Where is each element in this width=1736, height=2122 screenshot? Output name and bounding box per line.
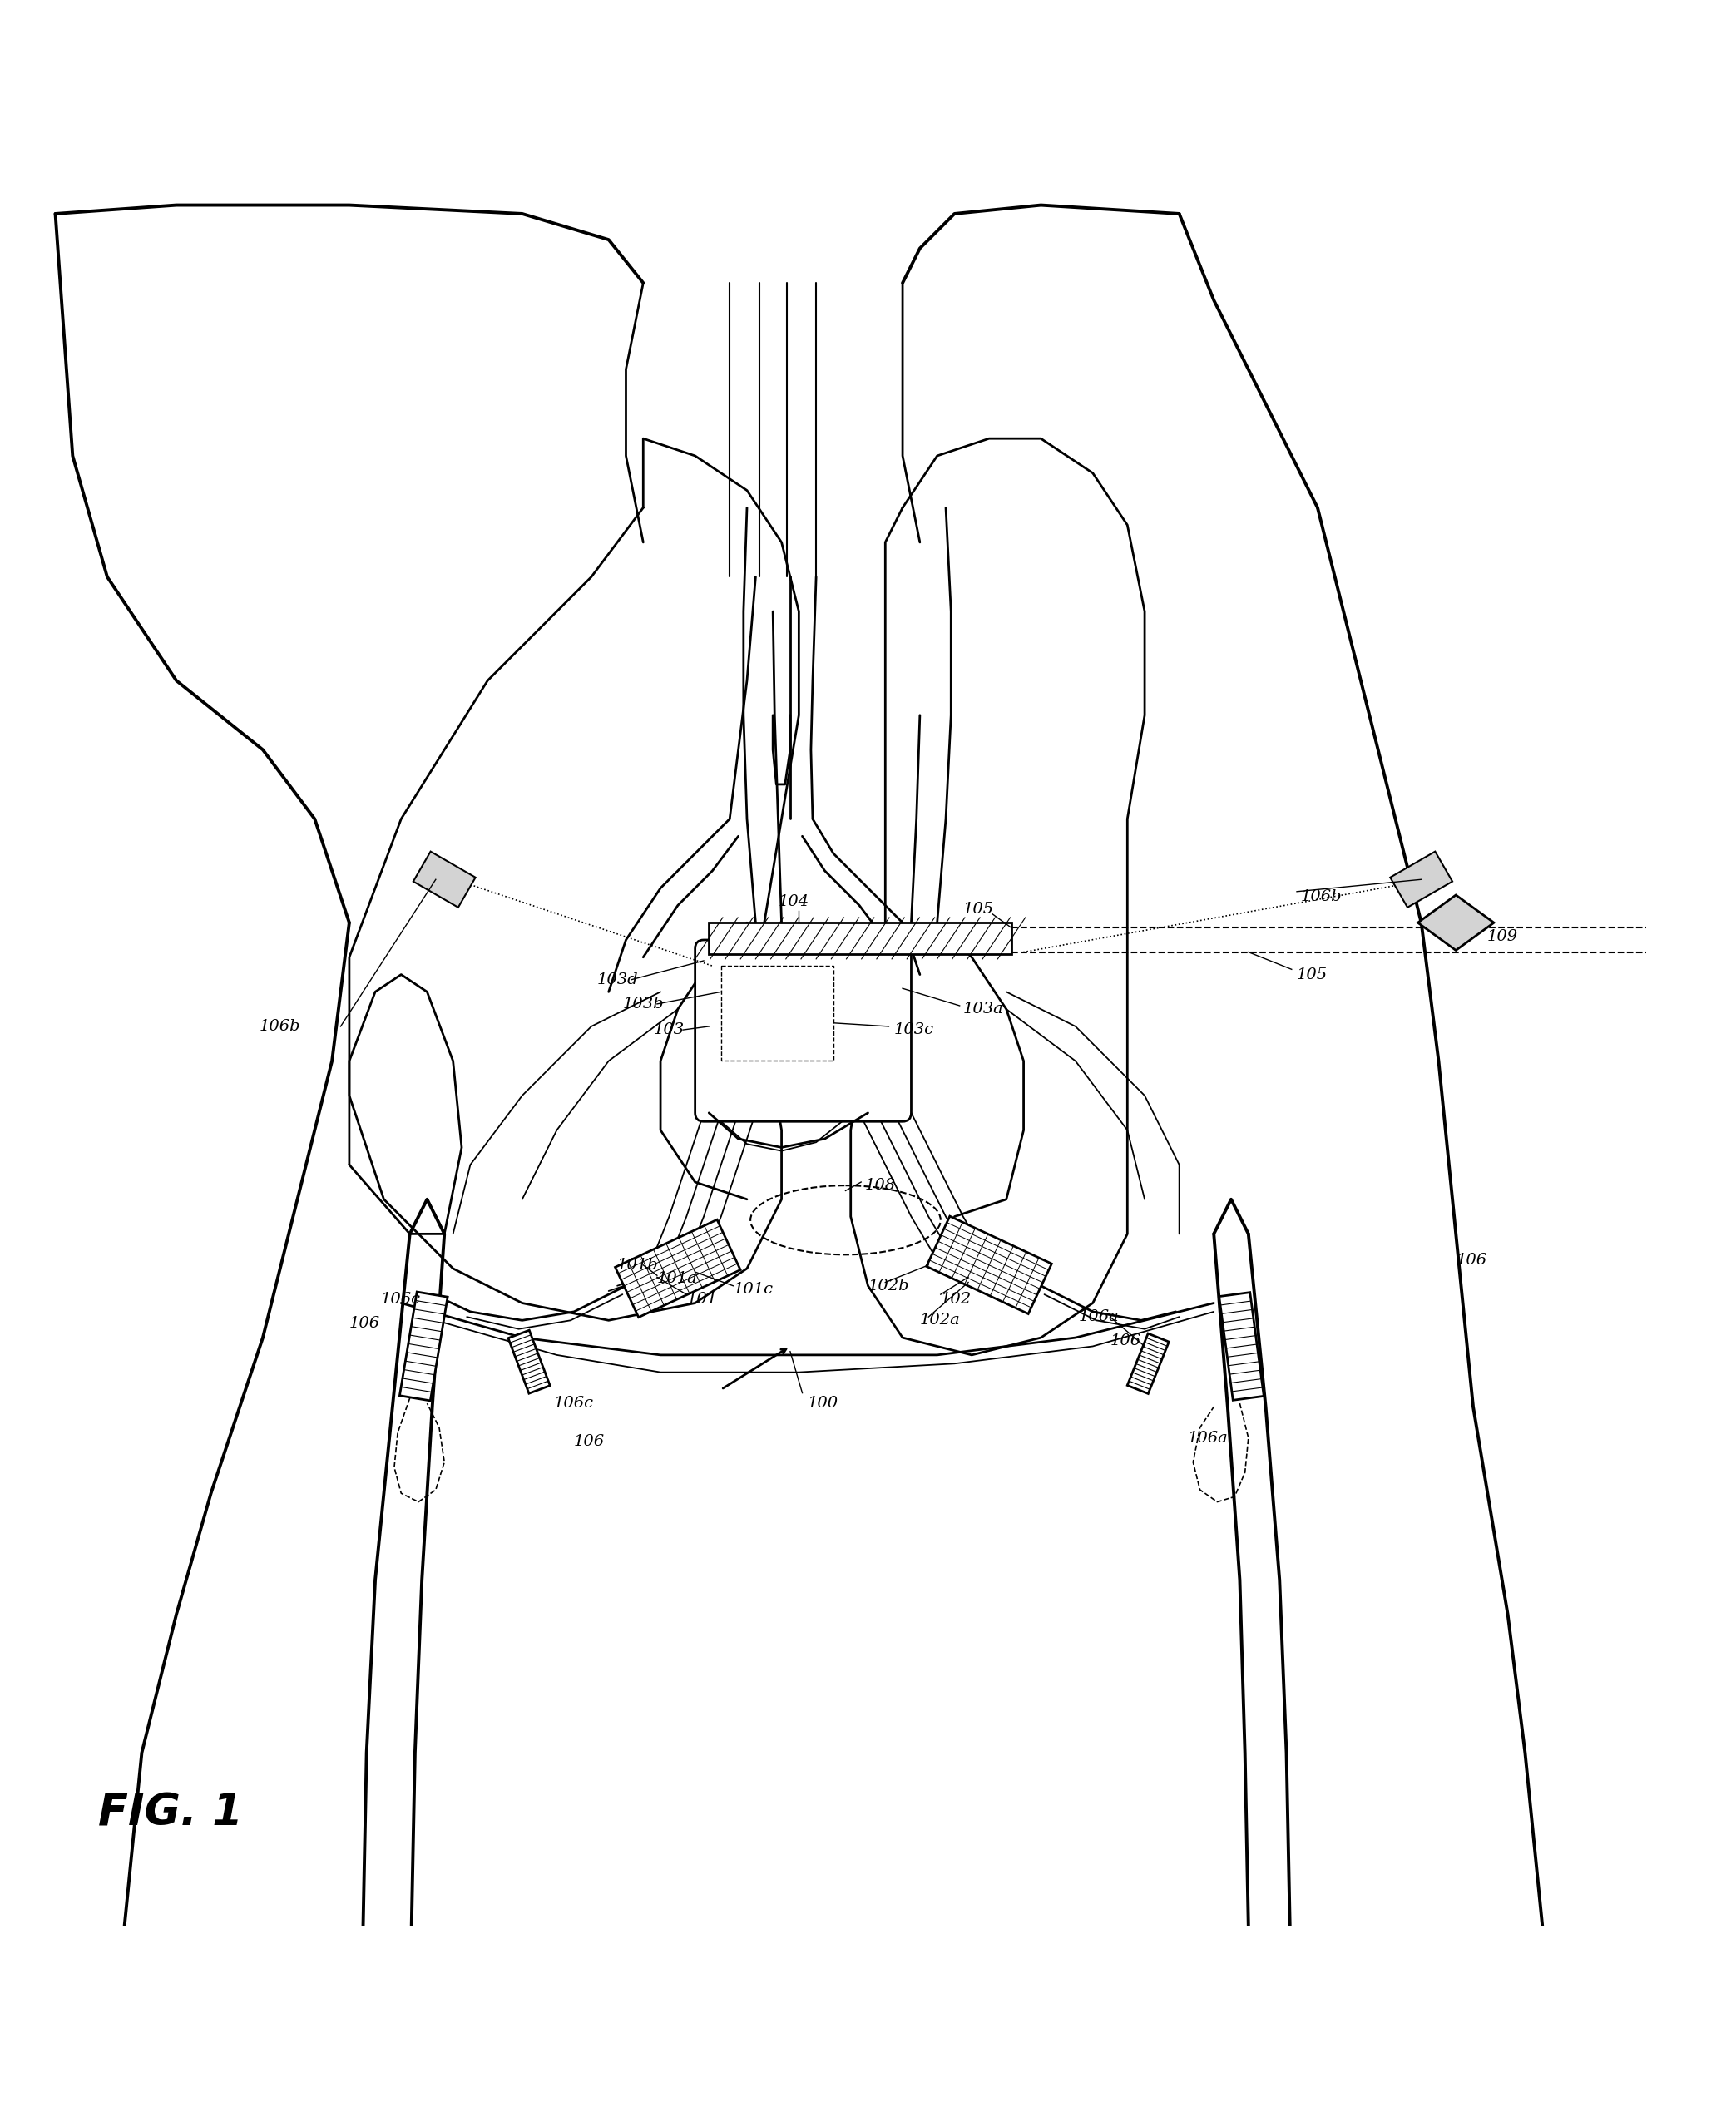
Text: 105: 105 <box>963 902 995 917</box>
Polygon shape <box>615 1220 741 1318</box>
Text: 106: 106 <box>1109 1333 1141 1350</box>
Polygon shape <box>1127 1333 1168 1394</box>
Polygon shape <box>1418 895 1495 951</box>
Text: 106b: 106b <box>259 1019 300 1033</box>
Text: 108: 108 <box>865 1178 896 1193</box>
Text: 102a: 102a <box>920 1314 960 1328</box>
Polygon shape <box>927 1216 1052 1314</box>
FancyBboxPatch shape <box>694 940 911 1123</box>
Text: 106b: 106b <box>1300 889 1342 904</box>
Polygon shape <box>413 851 476 908</box>
Bar <box>720 966 833 1061</box>
Text: 104: 104 <box>778 895 809 910</box>
Text: 103d: 103d <box>597 972 637 987</box>
Text: 103a: 103a <box>963 1002 1003 1016</box>
Text: 106c: 106c <box>380 1292 420 1307</box>
Text: 103c: 103c <box>894 1023 934 1038</box>
Polygon shape <box>1219 1292 1264 1401</box>
Text: 106a: 106a <box>1187 1430 1229 1445</box>
Text: 103b: 103b <box>623 997 663 1012</box>
Text: 102: 102 <box>941 1292 972 1307</box>
Text: 109: 109 <box>1488 929 1517 944</box>
Text: 106: 106 <box>575 1434 604 1449</box>
Text: 106: 106 <box>1457 1252 1486 1267</box>
Text: 103: 103 <box>653 1023 684 1038</box>
Text: 101: 101 <box>686 1292 717 1307</box>
Text: 105: 105 <box>1297 968 1328 982</box>
Text: 106: 106 <box>349 1316 380 1330</box>
Text: 106c: 106c <box>554 1396 594 1411</box>
Polygon shape <box>509 1330 550 1394</box>
Text: FIG. 1: FIG. 1 <box>99 1791 243 1836</box>
Text: 101b: 101b <box>618 1258 658 1273</box>
Polygon shape <box>1391 851 1453 908</box>
Text: 101a: 101a <box>656 1271 698 1286</box>
Text: 106a: 106a <box>1080 1309 1120 1324</box>
Text: 100: 100 <box>807 1396 838 1411</box>
Bar <box>708 923 1012 953</box>
Polygon shape <box>399 1292 448 1401</box>
Text: 102b: 102b <box>868 1277 910 1292</box>
Text: 101c: 101c <box>733 1282 773 1297</box>
